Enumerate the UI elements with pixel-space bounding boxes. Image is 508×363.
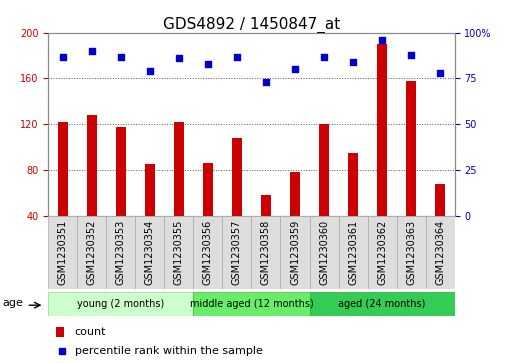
Bar (194, 216, 223, 289)
Point (378, 37, 386, 43)
Text: GSM1230359: GSM1230359 (290, 220, 300, 285)
Bar (397, 216, 426, 289)
Bar (280, 216, 309, 289)
Bar (377, 44, 387, 216)
Point (175, 56, 183, 61)
Bar (106, 216, 135, 289)
Text: count: count (75, 327, 106, 337)
Bar (48, 216, 77, 289)
Bar (174, 122, 184, 216)
Point (320, 54, 328, 60)
Bar (165, 216, 194, 289)
Bar (223, 216, 251, 289)
Bar (56, 327, 64, 337)
Text: young (2 months): young (2 months) (77, 299, 165, 309)
Text: GSM1230362: GSM1230362 (377, 220, 387, 285)
Point (146, 68, 154, 74)
Text: GSM1230360: GSM1230360 (319, 220, 329, 285)
Bar (406, 81, 416, 216)
Bar (368, 216, 397, 289)
Bar (348, 153, 358, 216)
Bar (58, 122, 68, 216)
Text: age: age (3, 298, 23, 308)
Text: middle aged (12 months): middle aged (12 months) (189, 299, 313, 309)
Bar (426, 216, 455, 289)
Text: GSM1230361: GSM1230361 (348, 220, 358, 285)
Text: GSM1230363: GSM1230363 (406, 220, 416, 285)
Bar (48, 292, 194, 316)
Bar (77, 216, 106, 289)
Bar (194, 292, 309, 316)
Bar (435, 184, 445, 216)
Text: GSM1230356: GSM1230356 (203, 220, 213, 285)
Bar (145, 164, 155, 216)
Bar (261, 195, 271, 216)
Bar (87, 115, 97, 216)
Text: GSM1230355: GSM1230355 (174, 220, 184, 285)
Bar (116, 127, 126, 216)
Point (262, 79, 270, 85)
Text: GSM1230351: GSM1230351 (58, 220, 68, 285)
Bar (290, 172, 300, 216)
Point (291, 66, 299, 72)
Point (233, 54, 241, 60)
Text: percentile rank within the sample: percentile rank within the sample (75, 346, 263, 356)
Text: GSM1230358: GSM1230358 (261, 220, 271, 285)
Bar (232, 138, 242, 216)
Title: GDS4892 / 1450847_at: GDS4892 / 1450847_at (163, 16, 340, 33)
Bar (135, 216, 165, 289)
Bar (251, 216, 280, 289)
Point (58, 348, 66, 354)
Text: GSM1230352: GSM1230352 (87, 220, 97, 285)
Point (117, 54, 125, 60)
Point (436, 70, 444, 76)
Point (204, 61, 212, 67)
Text: GSM1230354: GSM1230354 (145, 220, 155, 285)
Point (59, 54, 67, 60)
Bar (203, 163, 213, 216)
Point (349, 59, 357, 65)
Bar (319, 124, 329, 216)
Text: GSM1230364: GSM1230364 (435, 220, 445, 285)
Bar (338, 216, 368, 289)
Point (88, 48, 96, 54)
Text: GSM1230357: GSM1230357 (232, 220, 242, 285)
Bar (309, 216, 338, 289)
Bar (309, 292, 455, 316)
Text: GSM1230353: GSM1230353 (116, 220, 126, 285)
Point (407, 52, 415, 58)
Text: aged (24 months): aged (24 months) (338, 299, 426, 309)
